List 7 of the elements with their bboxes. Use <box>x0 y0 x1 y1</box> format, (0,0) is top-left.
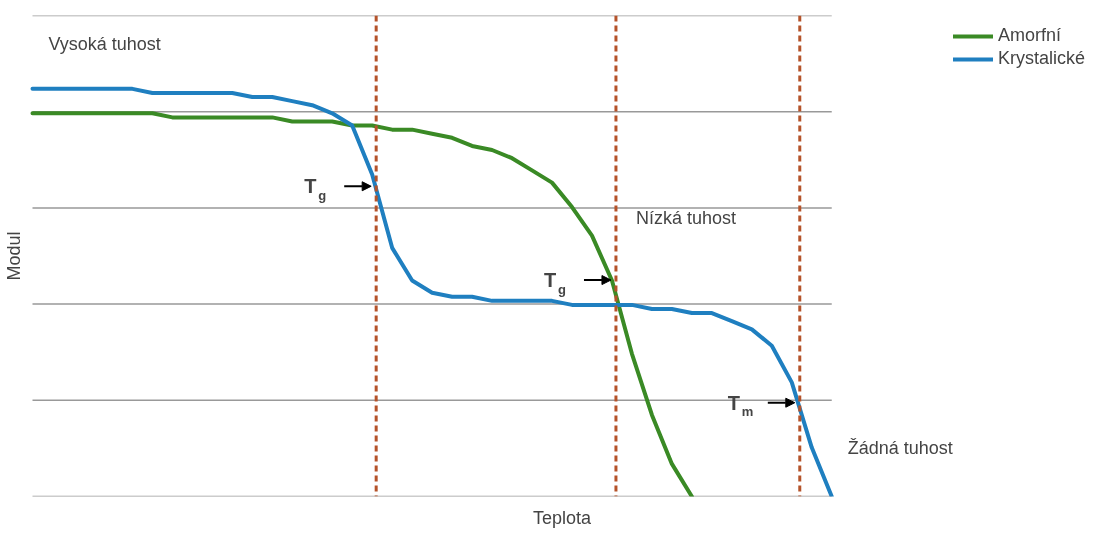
legend-label: Amorfní <box>997 25 1061 46</box>
annotation: Nízká tuhost <box>635 207 736 228</box>
text: Vysoká tuhost <box>48 34 161 55</box>
text: Žádná tuhost <box>847 438 953 459</box>
x-axis-title: Teplota <box>532 507 593 528</box>
legend-label: Krystalické <box>997 48 1085 69</box>
y-axis-title: Modul <box>3 231 24 281</box>
